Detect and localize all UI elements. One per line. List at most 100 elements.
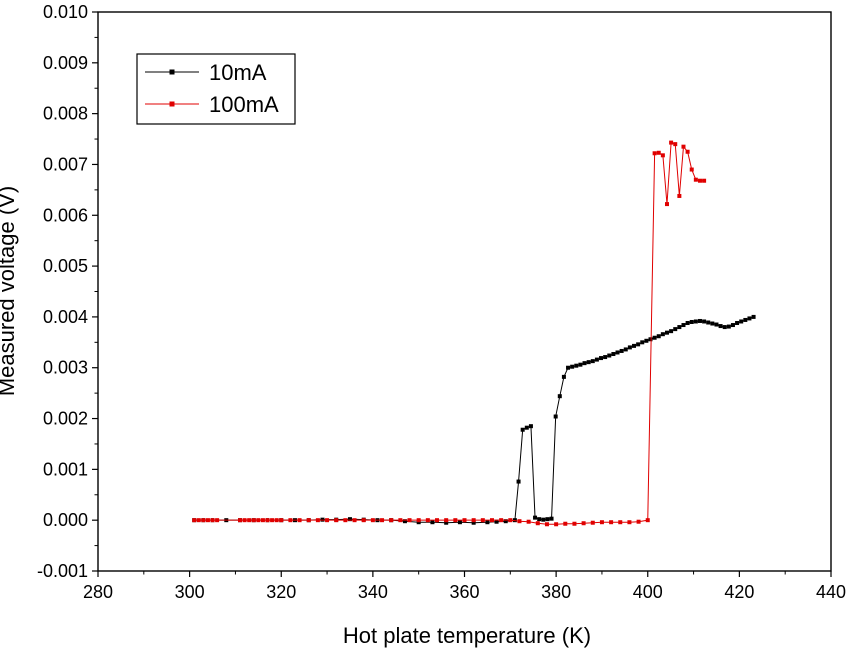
data-point: [636, 519, 641, 524]
data-point: [751, 314, 756, 319]
series-100mA: [192, 140, 707, 527]
y-tick-label: -0.001: [37, 561, 88, 581]
data-point: [517, 519, 522, 524]
data-point: [572, 521, 577, 526]
data-point: [471, 518, 476, 523]
data-point: [697, 318, 702, 323]
x-tick-label: 400: [633, 582, 663, 602]
data-point: [544, 522, 549, 527]
x-tick-label: 420: [724, 582, 754, 602]
data-point: [215, 518, 220, 523]
data-point: [681, 144, 686, 149]
legend: 10mA 100mA: [136, 53, 296, 125]
data-point: [660, 332, 665, 337]
data-point: [609, 520, 614, 525]
data-point: [563, 521, 568, 526]
data-point: [656, 150, 661, 155]
data-point: [205, 518, 210, 523]
data-point: [677, 325, 682, 330]
data-point: [325, 518, 330, 523]
data-point: [722, 325, 727, 330]
data-point: [566, 365, 571, 370]
data-point: [210, 518, 215, 523]
data-point: [632, 343, 637, 348]
data-point: [251, 518, 256, 523]
data-point: [553, 414, 558, 419]
data-point: [673, 142, 678, 147]
data-point: [714, 322, 719, 327]
data-point: [533, 515, 538, 520]
y-tick-label: 0.000: [43, 510, 88, 530]
data-point: [352, 518, 357, 523]
data-point: [702, 319, 707, 324]
data-point: [407, 518, 412, 523]
data-point: [594, 357, 599, 362]
x-tick-label: 320: [266, 582, 296, 602]
data-point: [718, 324, 723, 329]
data-point: [389, 518, 394, 523]
legend-label-10ma: 10mA: [209, 60, 267, 85]
data-point: [677, 193, 682, 198]
data-point: [669, 140, 674, 145]
data-point: [453, 518, 458, 523]
legend-box: [136, 53, 296, 125]
data-point: [425, 518, 430, 523]
data-point: [645, 518, 650, 523]
data-point: [669, 329, 674, 334]
data-point: [238, 518, 243, 523]
data-point: [726, 324, 731, 329]
data-point: [274, 518, 279, 523]
data-point: [265, 518, 270, 523]
data-point: [652, 335, 657, 340]
data-point: [627, 520, 632, 525]
data-point: [599, 356, 604, 361]
data-point: [201, 518, 206, 523]
data-point: [702, 178, 707, 183]
data-point: [549, 516, 554, 521]
data-point: [739, 319, 744, 324]
data-point: [435, 518, 440, 523]
data-point: [664, 202, 669, 207]
data-point: [685, 149, 690, 154]
data-point: [541, 517, 546, 522]
y-tick-label: 0.003: [43, 358, 88, 378]
y-tick-label: 0.007: [43, 154, 88, 174]
y-tick-label: 0.005: [43, 256, 88, 276]
data-point: [192, 518, 197, 523]
data-point: [570, 364, 575, 369]
x-axis-label: Hot plate temperature (K): [343, 623, 591, 648]
data-point: [256, 518, 261, 523]
data-point: [516, 479, 521, 484]
data-point: [512, 518, 517, 523]
y-tick-label: 0.001: [43, 459, 88, 479]
data-point: [524, 425, 529, 430]
data-point: [603, 355, 608, 360]
data-point: [578, 362, 583, 367]
data-point: [430, 520, 435, 525]
data-point: [693, 177, 698, 182]
data-point: [315, 518, 320, 523]
data-point: [693, 319, 698, 324]
data-point: [279, 518, 284, 523]
data-point: [288, 518, 293, 523]
data-point: [689, 167, 694, 172]
data-point: [480, 518, 485, 523]
data-point: [471, 520, 476, 525]
data-point: [260, 518, 265, 523]
data-point: [537, 517, 542, 522]
data-point: [590, 520, 595, 525]
data-point: [590, 359, 595, 364]
data-point: [673, 327, 678, 332]
y-tick-label: 0.009: [43, 53, 88, 73]
data-point: [599, 520, 604, 525]
y-axis-label: Measured voltage (V): [0, 186, 19, 396]
tick-labels: 280 300 320 340 360 380 400 420 440 -0.001 0.000 0.…: [37, 2, 846, 602]
x-tick-label: 360: [449, 582, 479, 602]
data-point: [361, 518, 366, 523]
y-tick-label: 0.004: [43, 307, 88, 327]
data-point: [611, 352, 616, 357]
x-tick-label: 380: [541, 582, 571, 602]
data-point: [499, 518, 504, 523]
data-point: [485, 520, 490, 525]
data-point: [652, 151, 657, 156]
